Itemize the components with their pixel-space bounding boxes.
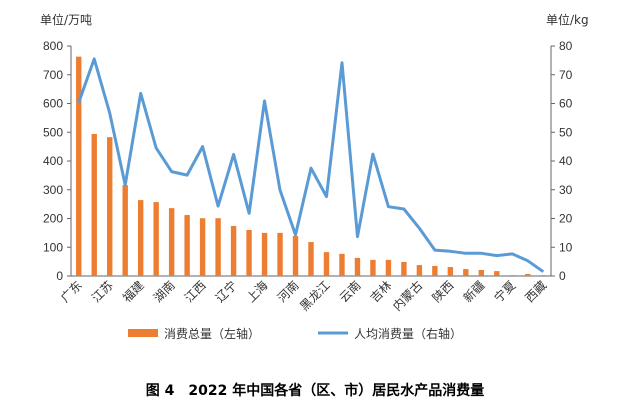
bar	[463, 269, 469, 276]
bar	[494, 271, 500, 276]
bar	[230, 225, 237, 276]
bar	[509, 275, 515, 276]
category-label: 云南	[336, 278, 364, 306]
category-label: 新疆	[460, 278, 488, 306]
bar	[215, 218, 221, 276]
category-label: 陕西	[429, 278, 457, 306]
bar	[432, 265, 438, 276]
left-tick-label: 400	[43, 154, 63, 168]
bar	[416, 265, 423, 276]
right-tick-label: 80	[559, 39, 573, 53]
left-unit-label: 单位/万吨	[40, 12, 92, 27]
bar	[184, 215, 190, 276]
bar	[447, 267, 454, 276]
right-unit-label: 单位/kg	[546, 12, 589, 27]
series-line	[77, 57, 545, 273]
bar	[525, 273, 531, 276]
bar	[277, 232, 283, 276]
bar	[261, 232, 268, 276]
bar	[153, 202, 159, 276]
right-tick-label: 10	[559, 240, 573, 254]
category-label: 西藏	[522, 278, 549, 305]
bar	[122, 185, 128, 276]
category-label: 河南	[274, 278, 302, 306]
category-label: 吉林	[368, 278, 395, 305]
bar	[401, 261, 407, 276]
right-tick-label: 0	[559, 269, 566, 283]
category-label: 内蒙古	[389, 278, 425, 314]
category-label: 上海	[243, 278, 271, 306]
category-label: 辽宁	[212, 278, 240, 306]
bar	[385, 259, 392, 276]
right-tick-label: 30	[559, 183, 573, 197]
left-tick-label: 200	[43, 212, 63, 226]
right-tick-label: 60	[559, 97, 573, 111]
category-label: 江苏	[89, 278, 116, 305]
right-tick-label: 70	[559, 68, 573, 82]
left-tick-label: 800	[43, 39, 63, 53]
right-tick-label: 20	[559, 212, 573, 226]
bar	[107, 137, 113, 276]
bar	[354, 257, 361, 276]
left-tick-label: 300	[43, 183, 63, 197]
left-tick-label: 100	[43, 240, 63, 254]
bar	[168, 208, 175, 276]
bar	[91, 133, 97, 276]
bar	[246, 230, 252, 276]
bar	[370, 259, 376, 276]
legend-bar-label: 消费总量（左轴）	[164, 326, 260, 341]
bar	[199, 218, 206, 276]
bar	[292, 236, 299, 276]
legend-bar-swatch	[128, 329, 158, 337]
legend-line-label: 人均消费量（右轴）	[354, 326, 462, 341]
left-tick-label: 0	[56, 269, 63, 283]
left-tick-label: 500	[43, 125, 63, 139]
category-label: 福建	[119, 278, 147, 306]
bar	[76, 56, 82, 277]
right-tick-label: 40	[559, 154, 573, 168]
left-tick-label: 700	[43, 68, 63, 82]
bar	[137, 200, 144, 276]
category-label: 黑龙江	[297, 278, 332, 313]
bar	[323, 252, 330, 276]
category-label: 江西	[182, 278, 209, 305]
bar	[478, 269, 485, 276]
left-tick-label: 600	[43, 97, 63, 111]
category-label: 湖南	[150, 278, 178, 306]
bar	[540, 275, 546, 276]
chart-title: 图 4 2022 年中国各省（区、市）居民水产品消费量	[146, 382, 484, 399]
bar	[339, 253, 345, 276]
legend: 消费总量（左轴） 人均消费量（右轴）	[128, 326, 462, 341]
bar	[308, 242, 314, 276]
category-label: 宁夏	[491, 278, 519, 306]
right-tick-label: 50	[559, 125, 573, 139]
